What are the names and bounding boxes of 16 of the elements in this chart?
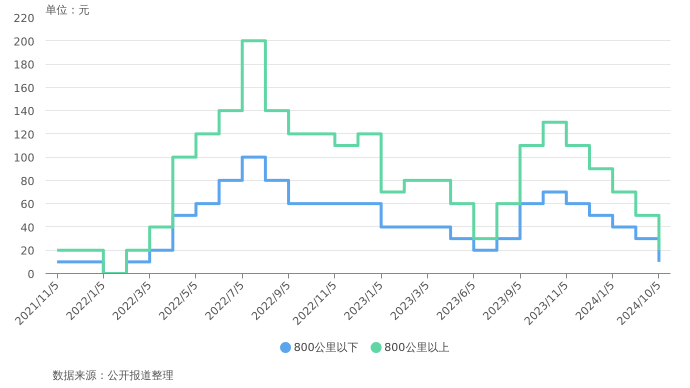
y-tick-label: 60 — [20, 198, 35, 212]
y-tick-label: 180 — [14, 58, 35, 72]
y-tick-label: 40 — [20, 221, 35, 234]
y-tick-label: 20 — [20, 244, 35, 258]
source-note: 数据来源：公开报道整理 — [52, 369, 174, 382]
y-tick-label: 200 — [14, 35, 35, 48]
y-tick-label: 220 — [14, 12, 35, 25]
y-tick-label: 140 — [14, 105, 35, 118]
y-tick-label: 120 — [14, 128, 35, 142]
y-tick-label: 0 — [28, 268, 34, 281]
y-tick-label: 160 — [14, 82, 35, 95]
legend-label: 800公里以上 — [384, 341, 450, 354]
y-tick-label: 100 — [14, 152, 35, 165]
legend-label: 800公里以下 — [294, 341, 359, 354]
text: 单位：元 — [46, 4, 90, 16]
y-tick-label: 80 — [20, 174, 35, 188]
